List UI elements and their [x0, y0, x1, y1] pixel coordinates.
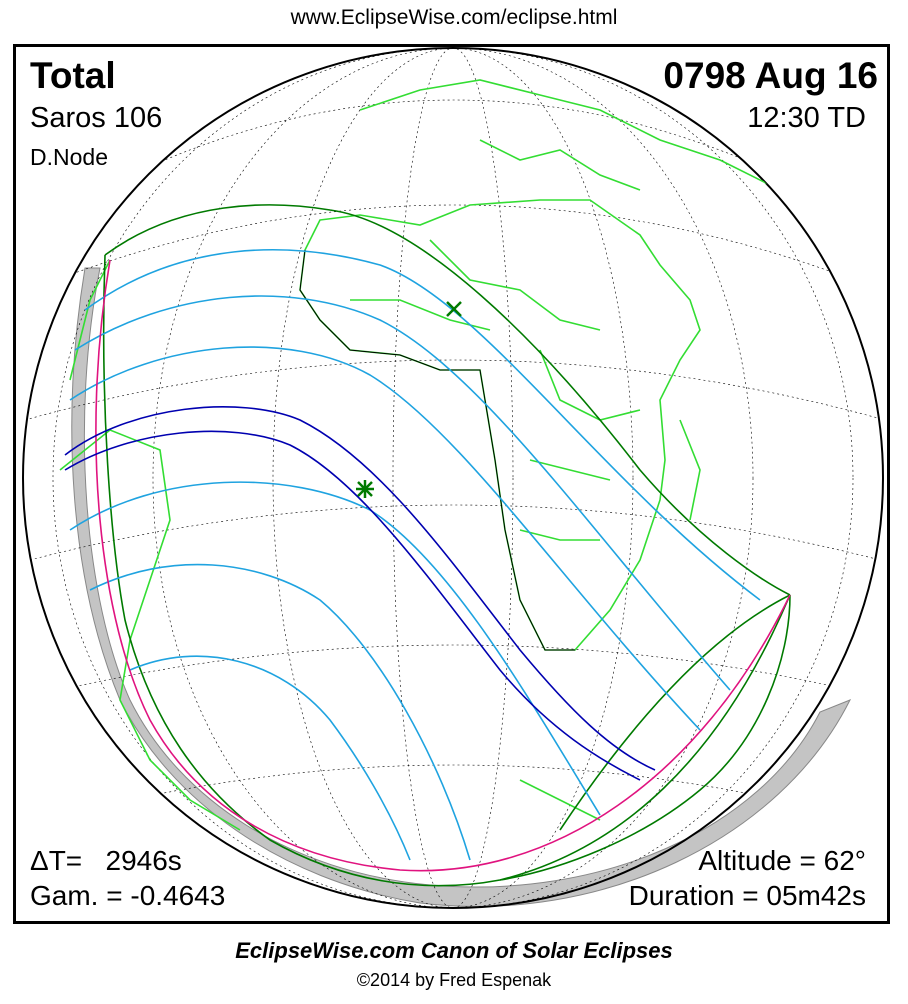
- x-marker-icon: [446, 301, 462, 317]
- duration-value: Duration = 05m42s: [628, 880, 866, 911]
- map-frame: [13, 44, 890, 924]
- eclipse-date: 0798 Aug 16: [663, 55, 878, 96]
- umbral-path: [64, 406, 656, 781]
- penumbral-limits: [102, 204, 791, 887]
- eclipse-time: 12:30 TD: [747, 102, 866, 134]
- altitude-value: Altitude = 62°: [698, 845, 866, 876]
- footer-copyright: ©2014 by Fred Espenak: [356, 970, 552, 990]
- eclipse-globe-map: [22, 47, 884, 909]
- saros-number: Saros 106: [30, 102, 163, 134]
- site-url: www.EclipseWise.com/eclipse.html: [290, 6, 618, 29]
- sunrise-sunset-curve: [95, 259, 791, 872]
- night-side-shading: [71, 267, 852, 907]
- delta-t-value: ΔT= 2946s: [30, 845, 182, 876]
- footer-title: EclipseWise.com Canon of Solar Eclipses: [235, 938, 673, 963]
- graticule-grid: [24, 48, 883, 908]
- star-marker-icon: [356, 480, 374, 498]
- eclipse-type: Total: [30, 55, 116, 96]
- coastlines: [299, 249, 861, 651]
- gamma-value: Gam. = -0.4643: [30, 880, 226, 911]
- penumbral-isolines: [69, 249, 761, 861]
- node-label: D.Node: [30, 144, 108, 170]
